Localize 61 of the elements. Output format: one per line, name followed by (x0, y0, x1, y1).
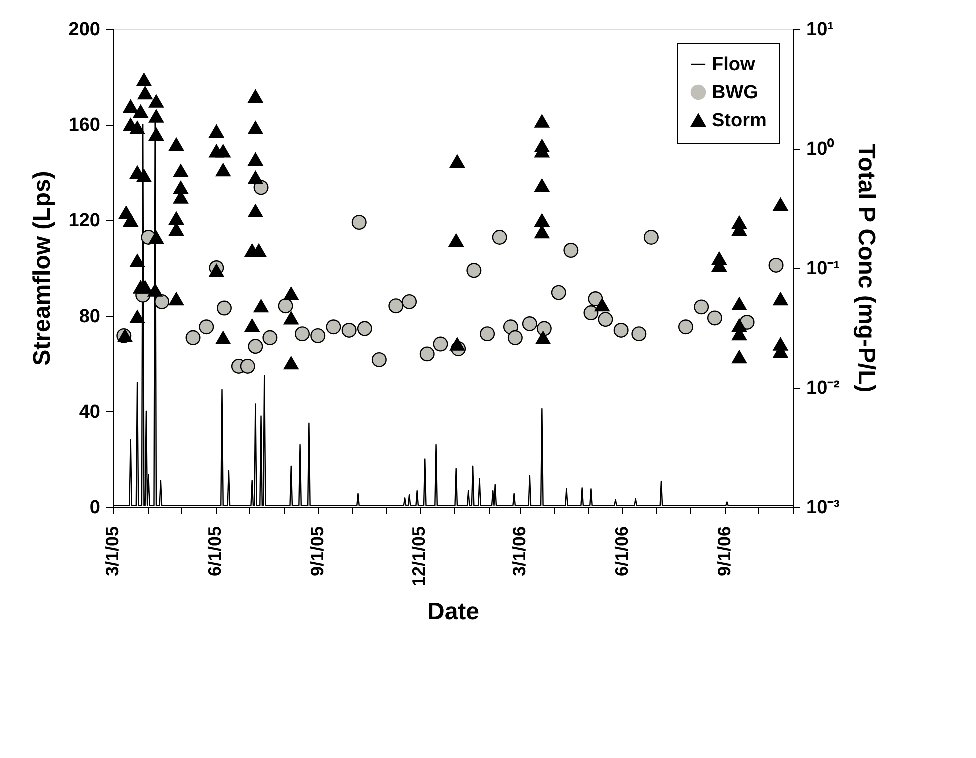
point (240, 358, 256, 374)
point (694, 300, 710, 315)
y-tick-label: 0 (90, 498, 100, 518)
y-tick-label: 40 (79, 402, 100, 423)
point (278, 298, 294, 314)
point (584, 306, 599, 320)
point (342, 323, 357, 338)
point (154, 294, 170, 310)
point (310, 328, 326, 344)
legend-label: BWG (712, 82, 758, 104)
point (492, 230, 508, 245)
x-tick-label: 12/1/05 (409, 526, 430, 587)
point (466, 263, 482, 278)
point (357, 321, 372, 336)
x-tick-label: 9/1/06 (714, 526, 734, 577)
y2-axis-title: Total P Conc (mg-P/L) (852, 144, 880, 393)
x-tick-label: 6/1/06 (612, 526, 632, 577)
point (199, 320, 214, 335)
point (480, 326, 496, 342)
point (707, 310, 722, 326)
point (598, 312, 614, 328)
point (433, 336, 448, 352)
y2-tick-label: 10⁰ (806, 138, 835, 160)
x-tick-label: 3/1/05 (102, 526, 122, 577)
y-tick-label: 200 (68, 20, 100, 40)
y2-tick-label: 10¹ (806, 20, 834, 40)
point (588, 292, 604, 307)
point (644, 230, 659, 245)
point (678, 320, 694, 335)
y2-tick-label: 10⁻² (806, 378, 840, 399)
point (522, 316, 538, 332)
point (216, 300, 232, 316)
point (186, 330, 201, 346)
point (295, 326, 310, 342)
point (508, 330, 523, 346)
point (402, 294, 418, 310)
x-tick-label: 3/1/06 (509, 526, 530, 577)
point (372, 352, 387, 368)
point (326, 320, 342, 335)
point (632, 326, 647, 342)
point (352, 215, 367, 230)
point (420, 346, 435, 362)
point (262, 330, 278, 346)
y-tick-label: 80 (79, 306, 100, 328)
y-tick-label: 160 (68, 115, 100, 136)
legend-label: Flow (712, 54, 756, 76)
x-tick-label: 6/1/05 (205, 526, 226, 577)
y-tick-label: 120 (68, 210, 100, 232)
y2-tick-label: 10⁻³ (806, 498, 840, 518)
x-tick-label: 9/1/05 (308, 526, 328, 577)
point (614, 323, 629, 338)
point (388, 298, 404, 314)
y-axis-title: Streamflow (Lps) (28, 171, 56, 366)
point (768, 258, 784, 273)
point (536, 321, 552, 336)
legend-label: Storm (712, 110, 767, 132)
point (551, 285, 566, 300)
x-axis-title: Date (427, 598, 480, 626)
point (564, 243, 579, 258)
y2-tick-label: 10⁻¹ (806, 258, 840, 280)
point (248, 339, 264, 354)
